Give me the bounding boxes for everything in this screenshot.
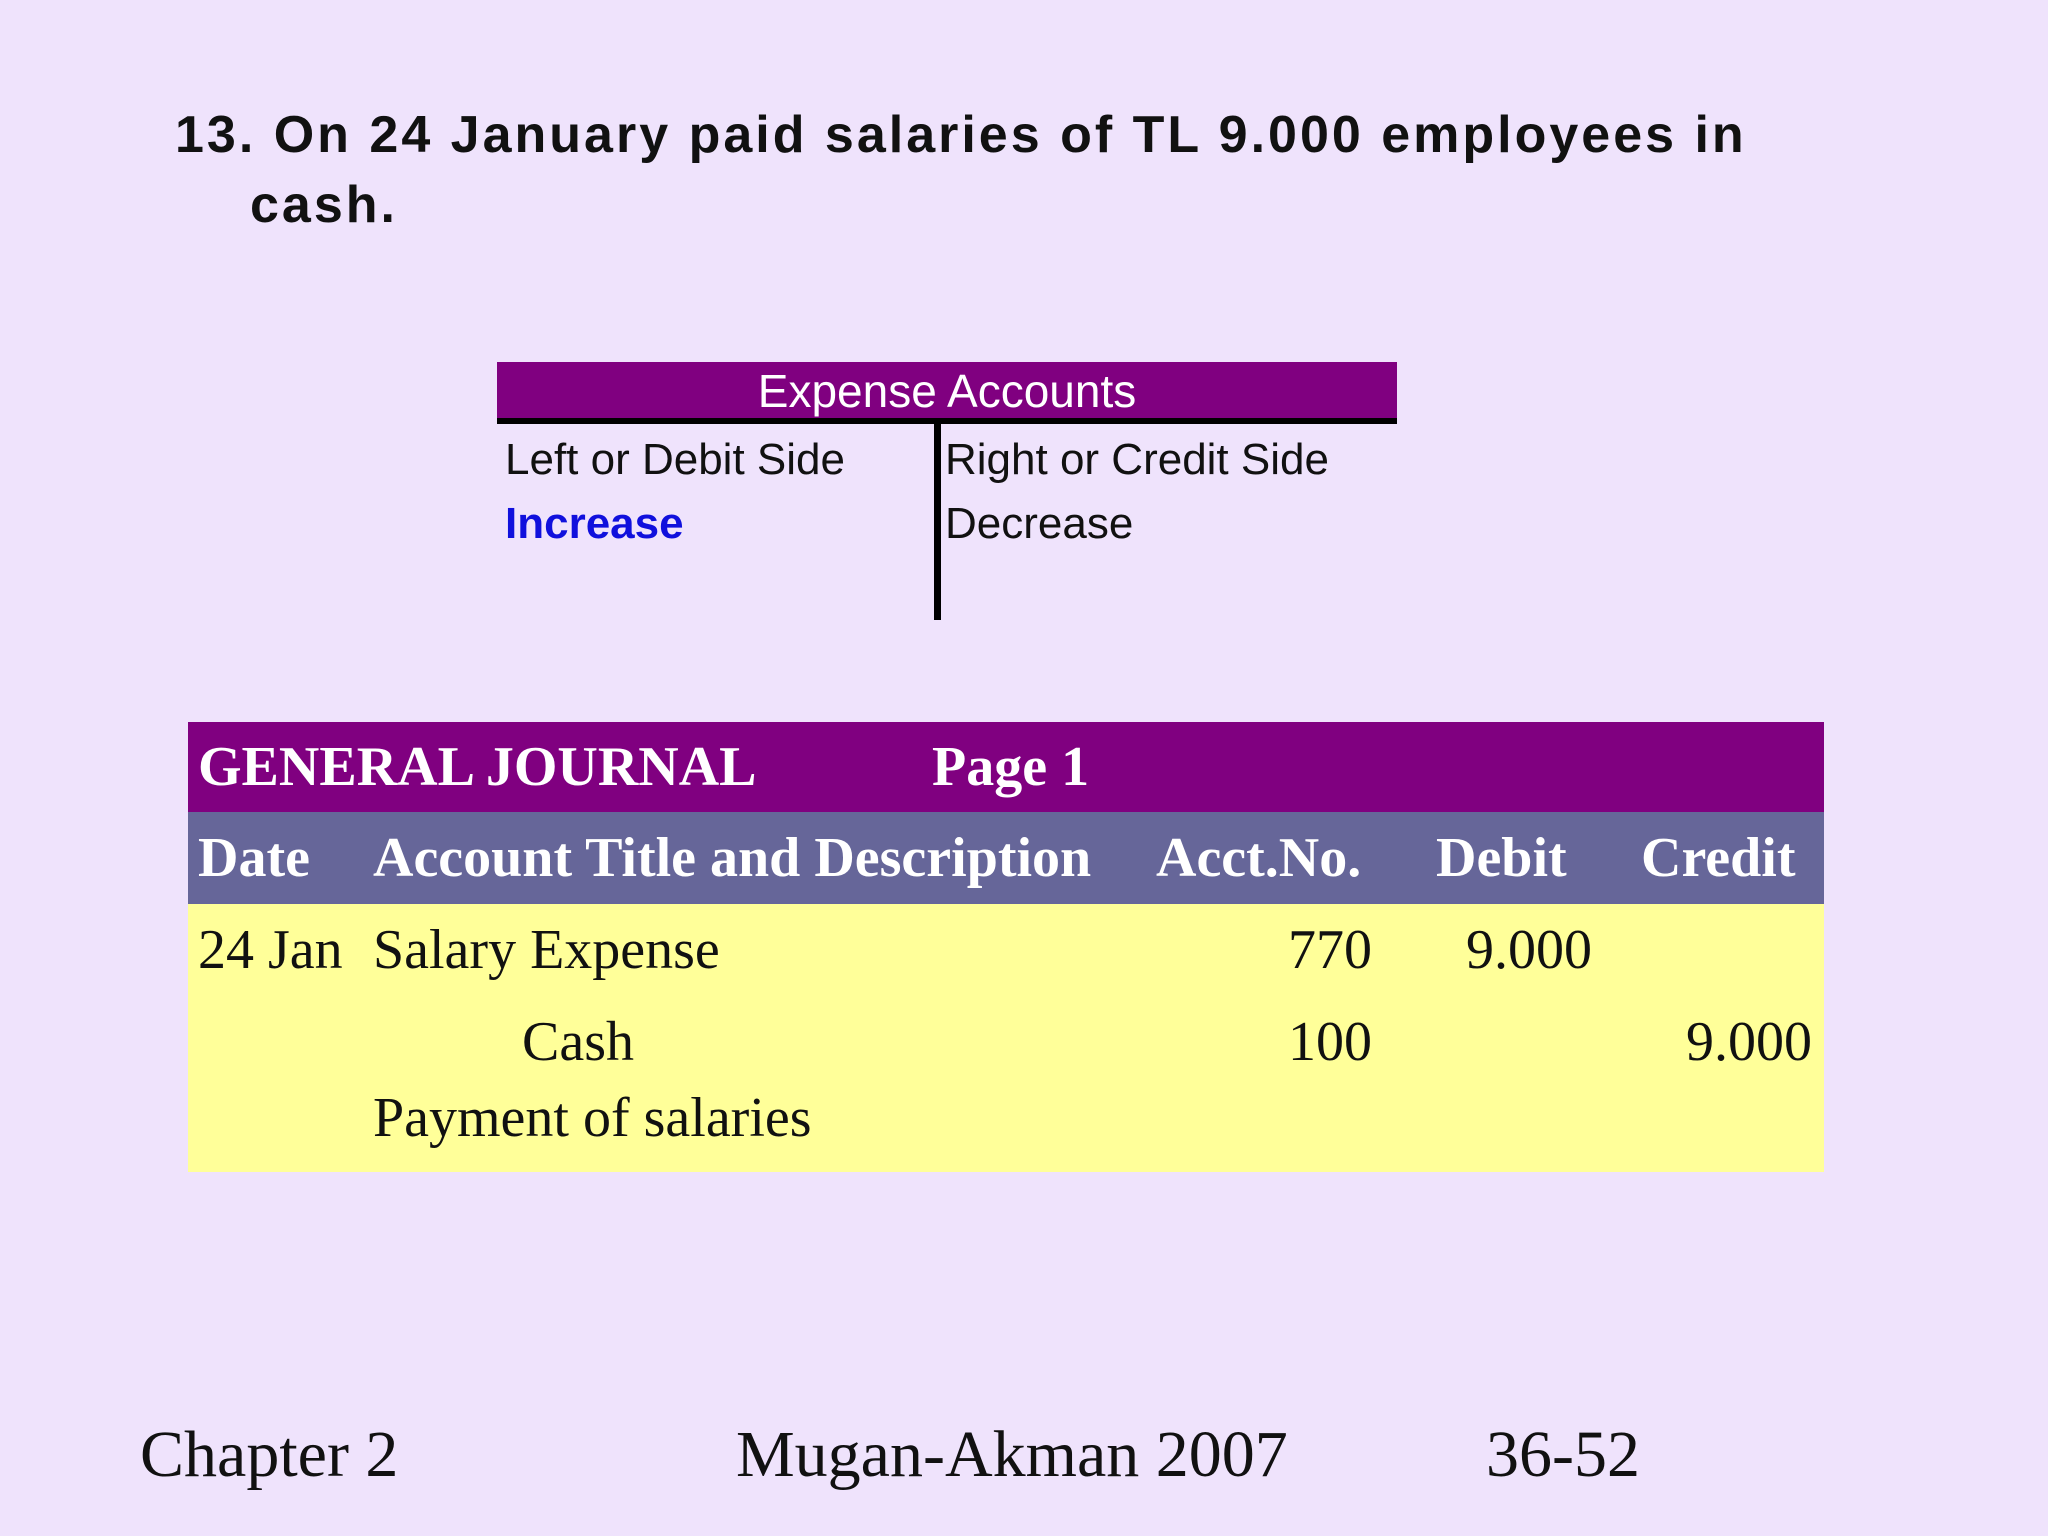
heading-line-1: 13. On 24 January paid salaries of TL 9.… — [175, 106, 1747, 164]
entry-3-description: Payment of salaries — [373, 1087, 812, 1149]
journal-entries: 24 Jan Salary Expense 770 9.000 Cash 100… — [188, 904, 1824, 1172]
footer-author: Mugan-Akman 2007 — [736, 1418, 1288, 1491]
journal-column-headers: Date Account Title and Description Acct.… — [188, 812, 1824, 904]
t-account-divider — [934, 424, 941, 620]
t-account-right-header: Right or Credit Side — [945, 435, 1329, 484]
journal-title-bar: GENERAL JOURNAL Page 1 — [188, 722, 1824, 812]
column-header-date: Date — [198, 827, 310, 889]
journal-title: GENERAL JOURNAL — [198, 736, 757, 798]
general-journal: GENERAL JOURNAL Page 1 Date Account Titl… — [188, 722, 1824, 1172]
entry-2-acct-no: 100 — [1288, 1011, 1372, 1073]
column-header-debit: Debit — [1436, 827, 1567, 889]
footer-page-number: 36-52 — [1486, 1418, 1640, 1491]
journal-page-label: Page 1 — [932, 736, 1090, 798]
expense-t-account: Expense Accounts Left or Debit Side Righ… — [497, 362, 1397, 620]
entry-1-date: 24 Jan — [198, 919, 343, 981]
column-header-credit: Credit — [1641, 827, 1796, 889]
entry-1-description: Salary Expense — [373, 919, 720, 981]
t-account-left-value: Increase — [505, 499, 684, 548]
column-header-acct-no: Acct.No. — [1156, 827, 1362, 889]
entry-2-description: Cash — [522, 1011, 634, 1073]
t-account-title: Expense Accounts — [497, 362, 1397, 424]
footer-chapter: Chapter 2 — [140, 1418, 399, 1491]
slide-heading: 13. On 24 January paid salaries of TL 9.… — [175, 100, 1955, 240]
t-account-right-value: Decrease — [945, 499, 1134, 548]
heading-line-2: cash. — [250, 176, 398, 234]
entry-1-acct-no: 770 — [1288, 919, 1372, 981]
t-account-left-header: Left or Debit Side — [505, 435, 845, 484]
entry-2-credit: 9.000 — [1686, 1011, 1812, 1073]
entry-1-debit: 9.000 — [1466, 919, 1592, 981]
column-header-description: Account Title and Description — [373, 827, 1092, 889]
